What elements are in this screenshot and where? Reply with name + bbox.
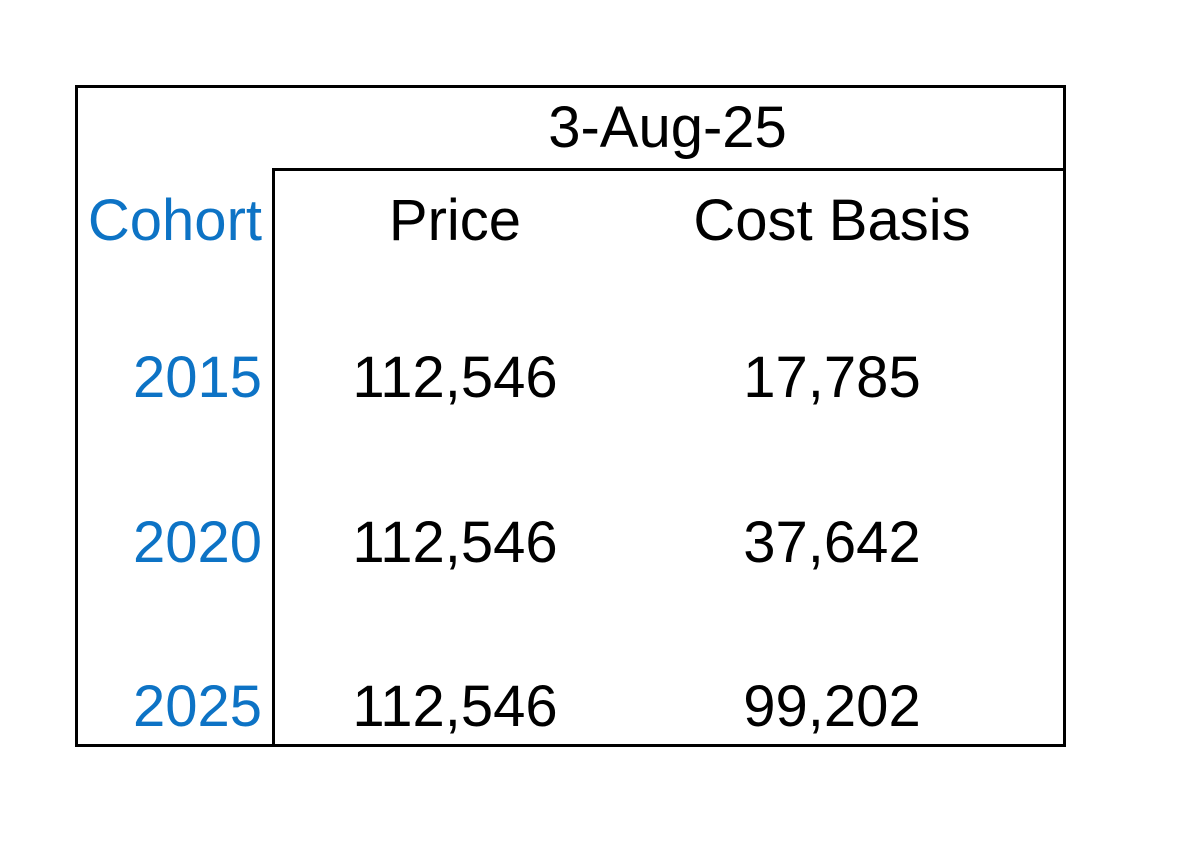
cohort-price-table: 3-Aug-25 Cohort Price Cost Basis 2015 11… <box>75 85 1066 747</box>
cohort-cell: 2025 <box>132 674 262 739</box>
table-grid: 3-Aug-25 Cohort Price Cost Basis 2015 11… <box>78 88 1063 744</box>
price-cell: 112,546 <box>352 510 558 575</box>
cohort-column-header: Cohort <box>87 188 262 253</box>
cost-basis-cell: 99,202 <box>743 674 921 739</box>
date-header-cell: 3-Aug-25 <box>548 95 787 160</box>
price-column-header: Price <box>388 188 522 253</box>
cost-basis-column-header: Cost Basis <box>693 188 971 253</box>
price-cell: 112,546 <box>352 345 558 410</box>
cohort-cell: 2020 <box>132 510 262 575</box>
inner-vertical-divider <box>272 168 275 744</box>
cohort-cell: 2015 <box>132 345 262 410</box>
cost-basis-cell: 17,785 <box>743 345 921 410</box>
cost-basis-cell: 37,642 <box>743 510 921 575</box>
price-cell: 112,546 <box>352 674 558 739</box>
inner-horizontal-divider <box>272 168 1063 171</box>
